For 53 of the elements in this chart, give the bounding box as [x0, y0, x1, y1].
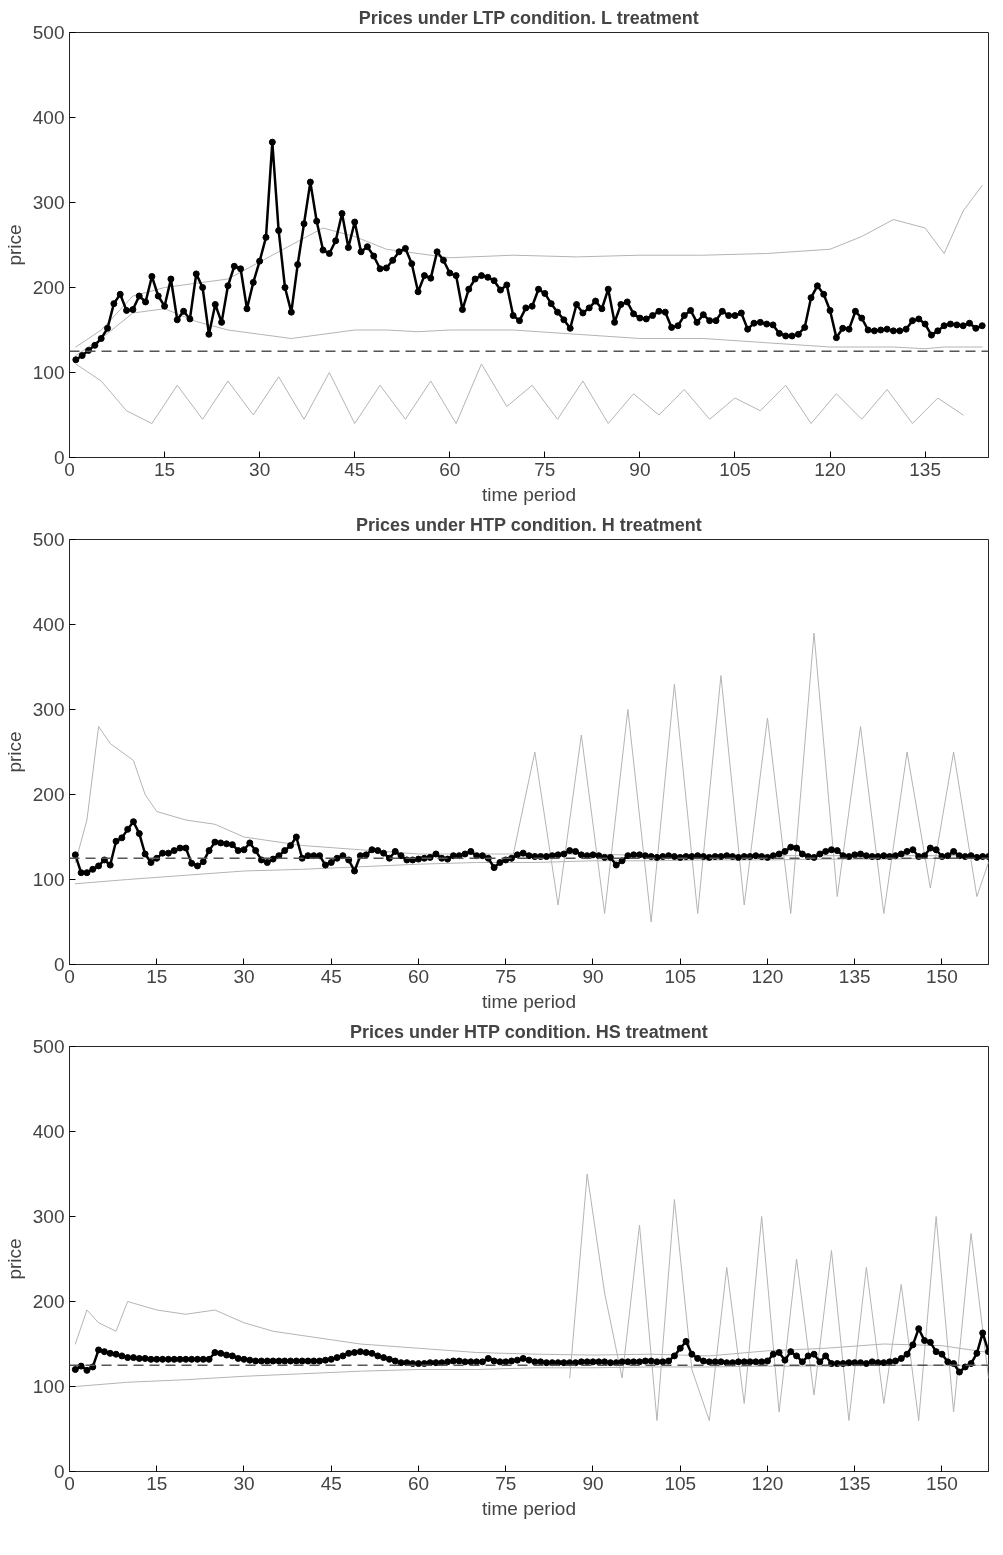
x-tick-label: 105	[664, 965, 697, 987]
chart-title: Prices under HTP condition. HS treatment	[349, 1021, 708, 1042]
y-tick-label: 500	[32, 22, 65, 43]
x-tick-label: 15	[146, 1472, 168, 1494]
x-tick-label: 90	[582, 1472, 604, 1494]
y-axis-title: price	[3, 224, 25, 266]
x-tick-label: 120	[751, 1472, 784, 1494]
chart-title: Prices under LTP condition. L treatment	[358, 7, 699, 28]
y-tick-label: 400	[32, 1121, 65, 1142]
x-tick-label: 135	[909, 458, 941, 480]
x-tick-label: 30	[233, 965, 255, 987]
x-tick-label: 75	[495, 965, 517, 987]
y-tick-label: 200	[32, 277, 65, 298]
x-tick-label: 45	[344, 458, 366, 480]
x-tick-label: 60	[407, 1472, 430, 1494]
y-tick-label: 100	[32, 1376, 65, 1397]
x-tick-label: 30	[233, 1472, 255, 1494]
y-tick-label: 400	[32, 107, 65, 128]
y-axis-title: price	[3, 1238, 25, 1280]
x-tick-label: 90	[582, 965, 604, 987]
y-tick-label: 200	[32, 784, 65, 805]
y-axis-title: price	[3, 731, 25, 773]
y-tick-label: 100	[32, 362, 65, 383]
y-tick-label: 200	[32, 1291, 65, 1312]
x-axis-title: time period	[482, 483, 577, 505]
x-tick-label: 135	[838, 965, 871, 987]
y-tick-label: 300	[32, 192, 65, 213]
x-axis-title: time period	[482, 1497, 577, 1519]
x-tick-label: 15	[146, 965, 168, 987]
x-tick-label: 120	[814, 458, 846, 480]
x-tick-label: 105	[664, 1472, 697, 1494]
x-tick-label: 60	[439, 458, 461, 480]
x-tick-label: 45	[320, 1472, 342, 1494]
x-tick-label: 75	[534, 458, 556, 480]
x-tick-label: 150	[926, 965, 958, 987]
y-tick-label: 100	[32, 869, 65, 890]
x-tick-label: 135	[838, 1472, 871, 1494]
x-tick-label: 15	[154, 458, 176, 480]
y-tick-label: 400	[32, 614, 65, 635]
y-tick-label: 300	[32, 699, 65, 720]
x-axis-title: time period	[482, 990, 577, 1012]
x-tick-label: 105	[719, 458, 751, 480]
x-tick-label: 30	[249, 458, 271, 480]
x-tick-label: 150	[926, 1472, 958, 1494]
y-tick-label: 500	[32, 529, 65, 550]
x-tick-label: 75	[495, 1472, 517, 1494]
x-tick-label: 60	[407, 965, 430, 987]
x-tick-label: 120	[751, 965, 784, 987]
x-tick-label: 45	[320, 965, 342, 987]
x-tick-label: 90	[629, 458, 651, 480]
y-tick-label: 300	[32, 1206, 65, 1227]
y-tick-label: 500	[32, 1036, 65, 1057]
chart-title: Prices under HTP condition. H treatment	[355, 514, 702, 535]
